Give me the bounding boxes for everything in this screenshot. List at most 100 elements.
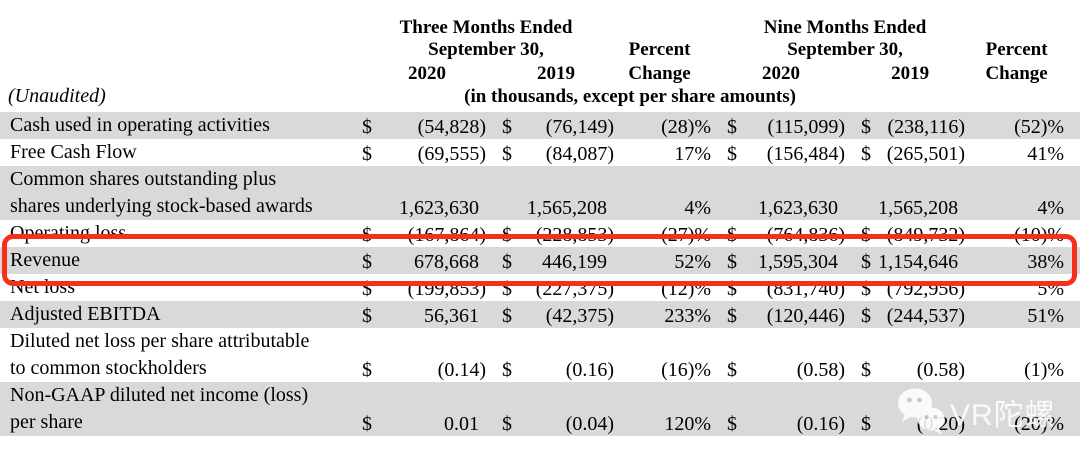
table-row-operating-loss: Operating loss $ (167,864) $ (228,853) (…	[0, 220, 1080, 247]
header-row-notes: (Unaudited) (in thousands, except per sh…	[0, 84, 1080, 112]
cell-value: 1,595,304	[739, 247, 854, 274]
cell-dollar: $	[362, 278, 372, 300]
cell-value: (115,099)	[739, 112, 854, 139]
cell-value: (156,484)	[766, 143, 846, 165]
cell-dollar: $	[350, 301, 374, 328]
cell-value: 56,361	[374, 301, 494, 328]
cell-percent: (16)%	[661, 359, 712, 381]
cell-dollar: $	[717, 382, 740, 436]
cell-dollar: $	[494, 382, 514, 436]
cell-percent: (12)%	[661, 278, 712, 300]
cell-percent: 120%	[622, 382, 718, 436]
cell-value: (0.16)	[739, 382, 854, 436]
year-header: 2020	[408, 63, 446, 84]
cell-value: (792,956)	[886, 278, 966, 300]
cell-percent: 4%	[622, 166, 718, 220]
cell-percent: 17%	[674, 143, 712, 165]
table-row-diluted-net-loss: Diluted net loss per share attributable t…	[0, 328, 1080, 382]
percent-header: Percent	[985, 39, 1048, 60]
cell-dollar: $	[502, 224, 512, 246]
cell-dollar: $	[362, 143, 372, 165]
cell-value: (0.14)	[437, 359, 486, 381]
row-label: Diluted net loss per share attributable t…	[10, 330, 310, 379]
cell-dollar: $	[350, 247, 374, 274]
row-label: Free Cash Flow	[10, 141, 137, 163]
cell-dollar: $	[727, 143, 738, 165]
table-row-adjusted-ebitda: Adjusted EBITDA $ 56,361 $ (42,375) 233%…	[0, 301, 1080, 328]
row-label: Common shares outstanding plus shares und…	[0, 166, 350, 220]
cell-percent: (52)%	[973, 112, 1080, 139]
cell-dollar	[494, 166, 514, 220]
cell-dollar: $	[362, 224, 372, 246]
table-row-non-gaap-eps: Non-GAAP diluted net income (loss) per sh…	[0, 382, 1080, 436]
row-label: Cash used in operating activities	[0, 112, 350, 139]
cell-dollar: $	[717, 247, 740, 274]
row-label: Operating loss	[10, 222, 127, 244]
table-row-common-shares: Common shares outstanding plus shares und…	[0, 166, 1080, 220]
cell-dollar: $	[853, 112, 874, 139]
cell-dollar: $	[861, 224, 872, 246]
cell-percent: 52%	[622, 247, 718, 274]
cell-percent: (28)%	[622, 112, 718, 139]
change-header: Change	[985, 63, 1048, 84]
cell-value: (0.58)	[916, 359, 966, 381]
cell-value: 446,199	[514, 247, 623, 274]
cell-value: 678,668	[374, 247, 494, 274]
cell-value: 1,565,208	[873, 166, 974, 220]
date-header: September 30,	[787, 39, 903, 60]
cell-dollar: $	[861, 359, 872, 381]
cell-dollar: $	[727, 278, 738, 300]
cell-percent: (20)%	[973, 382, 1080, 436]
cell-value: (228,853)	[535, 224, 615, 246]
table-row-revenue: Revenue $ 678,668 $ 446,199 52% $ 1,595,…	[0, 247, 1080, 274]
change-header: Change	[628, 63, 691, 84]
row-label: Revenue	[0, 247, 350, 274]
cell-value: (199,853)	[407, 278, 486, 300]
financial-table: Three Months Ended Nine Months Ended Sep…	[0, 14, 1080, 436]
cell-percent: 41%	[1027, 143, 1065, 165]
cell-percent: 5%	[1037, 278, 1065, 300]
cell-dollar: $	[494, 247, 514, 274]
cell-dollar: $	[350, 112, 374, 139]
cell-dollar: $	[502, 359, 512, 381]
cell-dollar	[350, 166, 374, 220]
cell-dollar: $	[502, 278, 512, 300]
cell-dollar: $	[853, 247, 874, 274]
cell-value: (244,537)	[873, 301, 974, 328]
row-label: Net loss	[10, 276, 75, 298]
cell-value: (0.20)	[873, 382, 974, 436]
cell-value: (227,375)	[535, 278, 615, 300]
year-header: 2019	[891, 63, 930, 84]
cell-dollar: $	[494, 112, 514, 139]
cell-value: 1,565,208	[514, 166, 623, 220]
cell-value: (42,375)	[514, 301, 623, 328]
cell-dollar: $	[362, 359, 372, 381]
cell-value: 1,154,646	[873, 247, 974, 274]
date-header: September 30,	[428, 39, 544, 60]
cell-percent: 233%	[622, 301, 718, 328]
header-row-date: September 30, Percent September 30, Perc…	[0, 38, 1080, 60]
cell-value: (76,149)	[514, 112, 623, 139]
year-header: 2019	[537, 63, 576, 84]
cell-value: (849,732)	[886, 224, 966, 246]
cell-value: 1,623,630	[739, 166, 854, 220]
cell-dollar: $	[350, 382, 374, 436]
row-label: Non-GAAP diluted net income (loss) per sh…	[0, 382, 350, 436]
cell-percent: (1)%	[1024, 359, 1065, 381]
cell-dollar	[717, 166, 740, 220]
percent-header: Percent	[628, 39, 691, 60]
cell-value: (238,116)	[873, 112, 974, 139]
table-row-net-loss: Net loss $ (199,853) $ (227,375) (12)% $…	[0, 274, 1080, 301]
cell-value: (764,836)	[766, 224, 846, 246]
cell-dollar: $	[494, 301, 514, 328]
cell-value: (167,864)	[407, 224, 486, 246]
cell-dollar: $	[717, 301, 740, 328]
cell-dollar: $	[717, 112, 740, 139]
header-row-years: 2020 2019 Change 2020 2019 Change	[0, 60, 1080, 84]
cell-value: (0.16)	[565, 359, 615, 381]
cell-dollar: $	[861, 143, 872, 165]
cell-value: (69,555)	[417, 143, 486, 165]
row-label: Adjusted EBITDA	[0, 301, 350, 328]
header-row-period: Three Months Ended Nine Months Ended	[0, 14, 1080, 38]
